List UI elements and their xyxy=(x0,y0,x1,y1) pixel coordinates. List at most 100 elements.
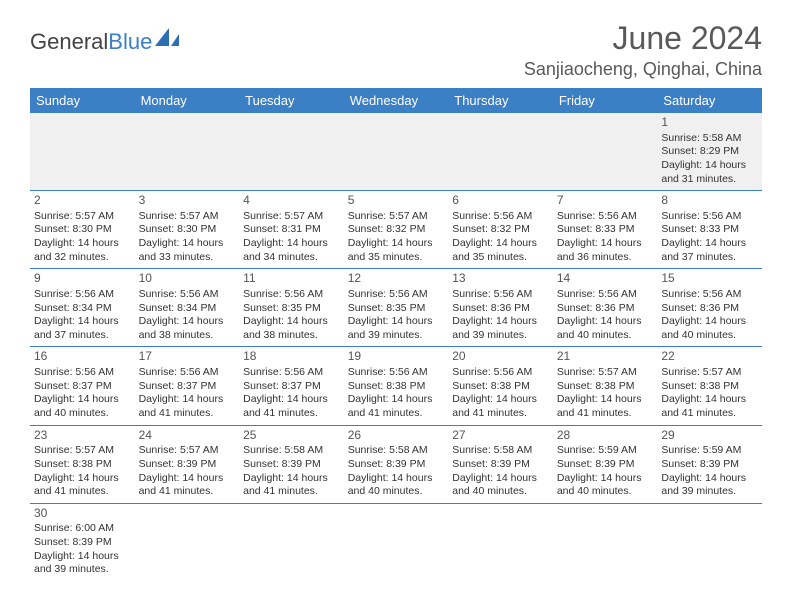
cell-line: Daylight: 14 hours xyxy=(557,472,654,486)
cell-line: Sunset: 8:38 PM xyxy=(348,380,445,394)
day-number: 4 xyxy=(243,193,340,209)
cell-line: Sunset: 8:39 PM xyxy=(34,536,131,550)
cell-line: Sunrise: 5:56 AM xyxy=(139,366,236,380)
cell-line: and 39 minutes. xyxy=(34,563,131,577)
cell-line: Daylight: 14 hours xyxy=(661,393,758,407)
cell-line: and 34 minutes. xyxy=(243,251,340,265)
calendar-cell xyxy=(657,503,762,581)
calendar-cell xyxy=(448,113,553,191)
cell-line: Sunrise: 6:00 AM xyxy=(34,522,131,536)
calendar-cell: 11Sunrise: 5:56 AMSunset: 8:35 PMDayligh… xyxy=(239,269,344,347)
calendar-cell: 20Sunrise: 5:56 AMSunset: 8:38 PMDayligh… xyxy=(448,347,553,425)
calendar-cell: 30Sunrise: 6:00 AMSunset: 8:39 PMDayligh… xyxy=(30,503,135,581)
calendar-cell: 21Sunrise: 5:57 AMSunset: 8:38 PMDayligh… xyxy=(553,347,658,425)
calendar-row: 23Sunrise: 5:57 AMSunset: 8:38 PMDayligh… xyxy=(30,425,762,503)
cell-line: Daylight: 14 hours xyxy=(243,393,340,407)
calendar-cell xyxy=(448,503,553,581)
cell-line: Sunrise: 5:57 AM xyxy=(139,210,236,224)
cell-line: and 41 minutes. xyxy=(348,407,445,421)
cell-line: Sunrise: 5:57 AM xyxy=(348,210,445,224)
cell-line: Daylight: 14 hours xyxy=(243,315,340,329)
cell-line: and 41 minutes. xyxy=(243,485,340,499)
cell-line: and 41 minutes. xyxy=(139,485,236,499)
day-number: 24 xyxy=(139,428,236,444)
calendar-cell xyxy=(344,113,449,191)
cell-line: Sunrise: 5:56 AM xyxy=(139,288,236,302)
cell-line: Sunset: 8:36 PM xyxy=(557,302,654,316)
cell-line: Daylight: 14 hours xyxy=(139,315,236,329)
cell-line: and 41 minutes. xyxy=(243,407,340,421)
calendar-cell: 27Sunrise: 5:58 AMSunset: 8:39 PMDayligh… xyxy=(448,425,553,503)
cell-line: Sunrise: 5:56 AM xyxy=(243,366,340,380)
calendar-cell: 5Sunrise: 5:57 AMSunset: 8:32 PMDaylight… xyxy=(344,191,449,269)
calendar-cell: 13Sunrise: 5:56 AMSunset: 8:36 PMDayligh… xyxy=(448,269,553,347)
cell-line: Sunrise: 5:56 AM xyxy=(557,210,654,224)
cell-line: Sunrise: 5:57 AM xyxy=(34,444,131,458)
calendar-cell: 6Sunrise: 5:56 AMSunset: 8:32 PMDaylight… xyxy=(448,191,553,269)
cell-line: Daylight: 14 hours xyxy=(139,237,236,251)
day-number: 3 xyxy=(139,193,236,209)
cell-line: and 41 minutes. xyxy=(452,407,549,421)
cell-line: Sunrise: 5:57 AM xyxy=(34,210,131,224)
day-header: Sunday xyxy=(30,88,135,113)
calendar-cell: 14Sunrise: 5:56 AMSunset: 8:36 PMDayligh… xyxy=(553,269,658,347)
cell-line: Sunset: 8:31 PM xyxy=(243,223,340,237)
calendar-cell: 15Sunrise: 5:56 AMSunset: 8:36 PMDayligh… xyxy=(657,269,762,347)
calendar-cell: 23Sunrise: 5:57 AMSunset: 8:38 PMDayligh… xyxy=(30,425,135,503)
cell-line: Daylight: 14 hours xyxy=(348,315,445,329)
calendar-cell: 25Sunrise: 5:58 AMSunset: 8:39 PMDayligh… xyxy=(239,425,344,503)
cell-line: and 37 minutes. xyxy=(34,329,131,343)
cell-line: and 32 minutes. xyxy=(34,251,131,265)
logo: GeneralBlue xyxy=(30,28,181,55)
calendar-cell: 28Sunrise: 5:59 AMSunset: 8:39 PMDayligh… xyxy=(553,425,658,503)
cell-line: Sunset: 8:38 PM xyxy=(34,458,131,472)
calendar-cell: 10Sunrise: 5:56 AMSunset: 8:34 PMDayligh… xyxy=(135,269,240,347)
cell-line: Sunset: 8:37 PM xyxy=(243,380,340,394)
day-number: 18 xyxy=(243,349,340,365)
day-number: 23 xyxy=(34,428,131,444)
calendar-cell: 17Sunrise: 5:56 AMSunset: 8:37 PMDayligh… xyxy=(135,347,240,425)
calendar-cell: 2Sunrise: 5:57 AMSunset: 8:30 PMDaylight… xyxy=(30,191,135,269)
cell-line: Sunrise: 5:56 AM xyxy=(452,366,549,380)
day-header: Saturday xyxy=(657,88,762,113)
day-header: Wednesday xyxy=(344,88,449,113)
calendar-cell xyxy=(553,503,658,581)
cell-line: and 38 minutes. xyxy=(243,329,340,343)
calendar-cell: 18Sunrise: 5:56 AMSunset: 8:37 PMDayligh… xyxy=(239,347,344,425)
calendar-cell: 4Sunrise: 5:57 AMSunset: 8:31 PMDaylight… xyxy=(239,191,344,269)
day-number: 25 xyxy=(243,428,340,444)
cell-line: Daylight: 14 hours xyxy=(348,237,445,251)
cell-line: Sunset: 8:38 PM xyxy=(661,380,758,394)
cell-line: Daylight: 14 hours xyxy=(34,472,131,486)
cell-line: Sunset: 8:35 PM xyxy=(348,302,445,316)
cell-line: Sunset: 8:30 PM xyxy=(139,223,236,237)
calendar-row: 1Sunrise: 5:58 AMSunset: 8:29 PMDaylight… xyxy=(30,113,762,191)
cell-line: Sunrise: 5:58 AM xyxy=(661,132,758,146)
cell-line: Sunset: 8:39 PM xyxy=(139,458,236,472)
header: GeneralBlue June 2024 Sanjiaocheng, Qing… xyxy=(30,20,762,80)
calendar-cell: 1Sunrise: 5:58 AMSunset: 8:29 PMDaylight… xyxy=(657,113,762,191)
calendar-row: 2Sunrise: 5:57 AMSunset: 8:30 PMDaylight… xyxy=(30,191,762,269)
day-number: 11 xyxy=(243,271,340,287)
day-number: 10 xyxy=(139,271,236,287)
calendar-row: 16Sunrise: 5:56 AMSunset: 8:37 PMDayligh… xyxy=(30,347,762,425)
cell-line: Sunset: 8:29 PM xyxy=(661,145,758,159)
cell-line: Sunrise: 5:57 AM xyxy=(661,366,758,380)
cell-line: Daylight: 14 hours xyxy=(452,237,549,251)
cell-line: Daylight: 14 hours xyxy=(139,393,236,407)
cell-line: and 40 minutes. xyxy=(348,485,445,499)
cell-line: Sunrise: 5:57 AM xyxy=(243,210,340,224)
cell-line: Sunset: 8:33 PM xyxy=(557,223,654,237)
cell-line: Sunset: 8:39 PM xyxy=(557,458,654,472)
calendar-row: 9Sunrise: 5:56 AMSunset: 8:34 PMDaylight… xyxy=(30,269,762,347)
cell-line: and 40 minutes. xyxy=(452,485,549,499)
cell-line: Sunset: 8:30 PM xyxy=(34,223,131,237)
cell-line: and 39 minutes. xyxy=(348,329,445,343)
cell-line: Sunrise: 5:56 AM xyxy=(452,210,549,224)
calendar-body: 1Sunrise: 5:58 AMSunset: 8:29 PMDaylight… xyxy=(30,113,762,581)
day-number: 29 xyxy=(661,428,758,444)
cell-line: and 35 minutes. xyxy=(348,251,445,265)
calendar-cell: 8Sunrise: 5:56 AMSunset: 8:33 PMDaylight… xyxy=(657,191,762,269)
cell-line: Sunset: 8:34 PM xyxy=(34,302,131,316)
day-number: 22 xyxy=(661,349,758,365)
